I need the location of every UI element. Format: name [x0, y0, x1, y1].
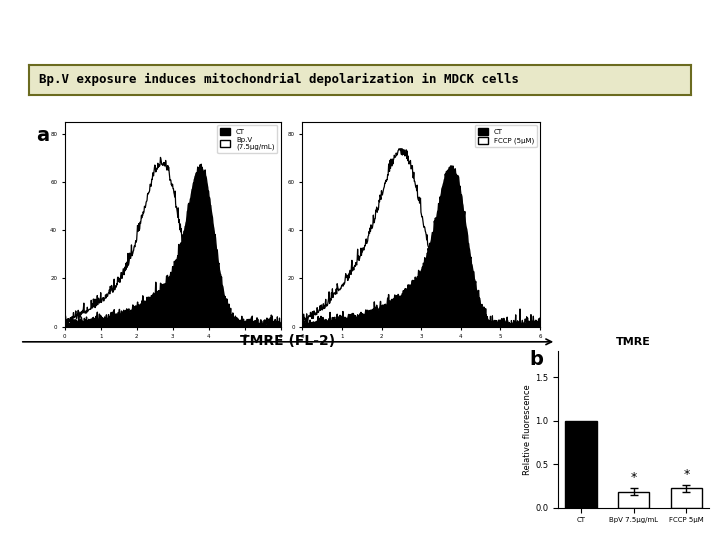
Text: *: *	[683, 468, 690, 481]
Text: Bp.V exposure induces mitochondrial depolarization in MDCK cells: Bp.V exposure induces mitochondrial depo…	[39, 73, 518, 86]
Text: a: a	[36, 126, 49, 145]
Y-axis label: Relative fluorescence: Relative fluorescence	[523, 384, 532, 475]
Bar	[670, 489, 702, 508]
Text: *: *	[631, 471, 636, 484]
Text: RESULTS E DISCUSSION: RESULTS E DISCUSSION	[104, 12, 616, 50]
Legend: CT, Bp.V
(7.5μg/mL): CT, Bp.V (7.5μg/mL)	[217, 125, 277, 153]
Bar	[565, 421, 597, 508]
Text: BpV (7.5  mg/mL)  caused  a  left  dislocation  in  TMRE
fluorescence after 12 h: BpV (7.5 mg/mL) caused a left dislocatio…	[20, 357, 441, 390]
Title: TMRE: TMRE	[616, 338, 651, 347]
Text: TMRE (FL-2): TMRE (FL-2)	[240, 334, 336, 348]
Text: b: b	[529, 349, 543, 369]
Legend: CT, FCCP (5μM): CT, FCCP (5μM)	[474, 125, 536, 147]
Text: It  is  believed  that  the  loss  of  mitochondrial
transmembrane potential is : It is believed that the loss of mitochon…	[20, 438, 448, 540]
Bar	[618, 492, 649, 508]
